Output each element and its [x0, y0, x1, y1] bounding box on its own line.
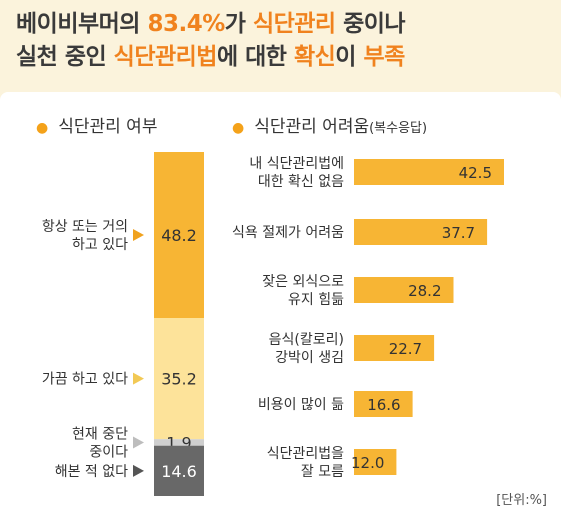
headline-line-2: 실천 중인 식단관리법에 대한 확신이 부족 — [16, 41, 556, 74]
stack-segment-2 — [154, 318, 204, 440]
bar — [354, 159, 504, 185]
headline-line-2-segment: 부족 — [363, 44, 405, 70]
stack-value-label: 48.2 — [161, 226, 197, 245]
bar — [354, 391, 413, 417]
stack-category-label: 가끔 하고 있다 — [42, 372, 128, 388]
bar-value-label: 37.7 — [442, 224, 475, 242]
headline-line-2-segment: 확신 — [293, 44, 336, 70]
headline-line-1-segment: 83.4% — [147, 11, 225, 37]
bar-category-label: 잘 모름 — [301, 464, 344, 480]
bar — [354, 335, 435, 361]
stack-category-label: 항상 또는 거의 — [42, 219, 128, 235]
stack-segment-3 — [154, 439, 204, 446]
bar-value-label: 16.6 — [367, 396, 400, 414]
pointer-icon — [133, 229, 144, 241]
bar — [354, 219, 488, 245]
stack-value-label: 35.2 — [161, 370, 197, 389]
headline-line-1-segment: 가 — [224, 11, 253, 37]
headline-line-2-segment: 에 대한 — [216, 44, 294, 70]
headline-line-1: 베이비부머의 83.4%가 식단관리 중이나 — [16, 8, 556, 41]
stack-segment-1 — [154, 152, 204, 318]
bar-value-label: 42.5 — [459, 164, 492, 182]
bar-category-label: 비용이 많이 듦 — [258, 397, 344, 413]
stack-category-label: 해본 적 없다 — [55, 464, 128, 480]
stack-segment-4 — [154, 445, 204, 496]
left-chart-title: ● 식단관리 여부 — [36, 117, 158, 137]
bar-value-label: 22.7 — [389, 340, 422, 358]
bar-value-label: 28.2 — [408, 282, 441, 300]
bar — [354, 277, 454, 303]
bar-value-label: 12.0 — [351, 454, 384, 472]
bar-category-label: 강박이 생김 — [275, 350, 344, 366]
headline-line-1-segment: 식단관리 — [252, 11, 336, 37]
bar-category-label: 유지 힘듦 — [288, 292, 344, 308]
headline-line-2-segment: 식단관리법 — [113, 44, 218, 70]
headline-line-1-segment: 중이나 — [335, 11, 406, 37]
unit-label: [단위:%] — [496, 493, 547, 508]
right-chart-title: ● 식단관리 어려움(복수응답) — [232, 117, 428, 137]
bar-category-label: 대한 확신 없음 — [258, 174, 344, 190]
bar — [354, 449, 397, 475]
stack-category-label: 하고 있다 — [72, 237, 128, 253]
headline-line-1-segment: 베이비부머의 — [16, 11, 148, 37]
headline-line-2-segment: 실천 중인 — [16, 44, 114, 70]
stack-category-label: 현재 중단 — [72, 427, 128, 443]
bar-category-label: 음식(칼로리) — [269, 332, 344, 348]
bar-category-label: 식욕 절제가 어려움 — [232, 225, 344, 241]
stack-value-label: 14.6 — [161, 462, 197, 481]
bar-category-label: 잦은 외식으로 — [262, 274, 344, 290]
bar-category-label: 식단관리법을 — [267, 446, 344, 462]
bar-category-label: 내 식단관리법에 — [249, 156, 344, 172]
stack-category-label: 중이다 — [89, 445, 128, 461]
pointer-icon — [133, 372, 144, 385]
pointer-icon — [133, 436, 144, 449]
headline-line-2-segment: 이 — [335, 44, 364, 70]
bullet-icon: ● — [36, 120, 49, 136]
bullet-icon: ● — [232, 120, 245, 136]
headline: 베이비부머의 83.4%가 식단관리 중이나 실천 중인 식단관리법에 대한 확… — [16, 8, 556, 74]
pointer-icon — [133, 464, 144, 477]
